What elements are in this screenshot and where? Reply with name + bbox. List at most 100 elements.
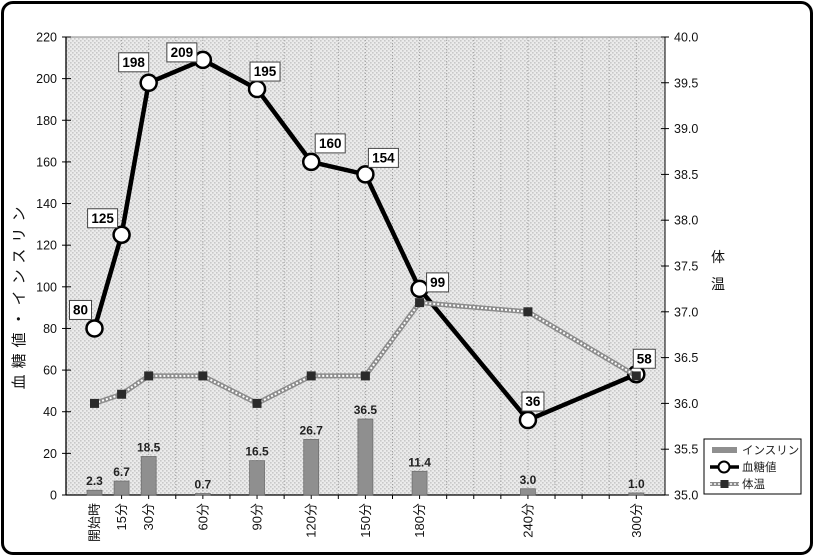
temperature-marker xyxy=(90,398,99,408)
temperature-line-hatch xyxy=(94,301,637,405)
y-axis-left-tick-label: 20 xyxy=(43,447,57,461)
y-axis-right-tick-label: 38.0 xyxy=(674,214,698,228)
bar-value-label: 18.5 xyxy=(137,440,161,454)
x-axis-category-label: 120分 xyxy=(304,503,319,538)
bar-value-label: 3.0 xyxy=(520,473,537,487)
glucose-label-text: 160 xyxy=(319,136,342,151)
glucose-line xyxy=(92,57,638,423)
bar-value-label: 2.3 xyxy=(86,474,103,488)
bar-insulin xyxy=(628,492,645,496)
temperature-marker xyxy=(144,371,154,381)
x-axis-category-label: 300分 xyxy=(629,503,644,538)
y-axis-right-tick-label: 39.5 xyxy=(674,76,698,90)
glucose-marker xyxy=(410,279,429,299)
y-axis-right-tick-label: 35.5 xyxy=(674,443,698,457)
x-axis-category-label: 15分 xyxy=(114,503,129,530)
temperature-marker xyxy=(360,371,370,381)
y-axis-left-tick-label: 140 xyxy=(36,197,57,211)
x-axis-category-label: 90分 xyxy=(250,503,265,530)
y-axis-right-tick-label: 39.0 xyxy=(674,122,698,136)
glucose-insulin-temperature-chart: 0 20 40 60 80 100 120 140 160 180 200 220 35.0 35.5 36… xyxy=(11,31,802,542)
x-axis-category-label: 開始時 xyxy=(87,503,102,542)
y-axis-right-tick-label: 38.5 xyxy=(674,168,698,182)
bar-insulin xyxy=(303,439,320,496)
bar-value-label: 36.5 xyxy=(354,403,378,417)
glucose-label-text: 80 xyxy=(73,302,88,317)
legend-swatch-insulin xyxy=(712,447,737,453)
glucose-label-box xyxy=(314,133,346,154)
bar-insulin xyxy=(411,470,428,496)
glucose-label-box xyxy=(166,42,198,63)
bar-insulin xyxy=(113,480,130,496)
y-axis-left-tick-label: 60 xyxy=(43,364,57,378)
glucose-marker xyxy=(247,79,267,99)
y-axis-left-tick-label: 0 xyxy=(50,489,57,503)
glucose-label-box xyxy=(521,391,545,412)
glucose-marker xyxy=(85,319,104,338)
legend-swatch-glucose-marker xyxy=(717,460,731,474)
y-axis-left-tick-label: 200 xyxy=(36,72,57,86)
legend-swatch-temp-marker xyxy=(720,480,729,488)
bar-insulin xyxy=(140,456,157,496)
bar-insulin xyxy=(520,488,536,496)
glucose-label-box xyxy=(118,52,150,73)
y-axis-right-tick-label: 37.0 xyxy=(674,305,698,319)
bar-value-label: 6.7 xyxy=(113,465,130,479)
bar-value-label: 1.0 xyxy=(628,477,645,491)
bar-value-label: 11.4 xyxy=(408,455,431,469)
y-axis-right-tick-label: 40.0 xyxy=(674,31,698,45)
y-axis-left-tick-label: 80 xyxy=(43,322,57,336)
y-axis-left-tick-label: 120 xyxy=(36,239,57,253)
x-axis-category-label: 150分 xyxy=(358,503,373,538)
bar-insulin xyxy=(86,489,103,496)
temperature-marker xyxy=(117,389,127,399)
glucose-marker xyxy=(356,165,375,184)
x-axis-category-label: 60分 xyxy=(195,503,210,530)
bar-value-label: 16.5 xyxy=(245,445,269,459)
y-axis-right-tick-label: 36.0 xyxy=(674,397,698,411)
temperature-marker xyxy=(198,371,208,381)
y-axis-right-tick-label: 37.5 xyxy=(674,260,698,274)
glucose-label-text: 195 xyxy=(254,64,277,79)
glucose-marker xyxy=(518,410,538,430)
glucose-label-text: 58 xyxy=(637,351,653,366)
x-axis-category-label: 240分 xyxy=(520,503,535,538)
y-axis-left-tick-label: 40 xyxy=(43,405,57,419)
bar-insulin xyxy=(194,493,211,496)
glucose-label-box xyxy=(632,348,656,369)
glucose-label-text: 209 xyxy=(171,45,194,60)
glucose-label-box xyxy=(249,61,281,82)
y-axis-left-tick-label: 220 xyxy=(36,31,57,45)
legend-entry-label: 血糖値 xyxy=(742,460,777,474)
glucose-marker xyxy=(112,225,131,245)
x-axis-category-label: 180分 xyxy=(412,503,427,538)
glucose-label-box xyxy=(426,272,450,293)
temperature-marker xyxy=(252,398,262,408)
x-axis-category-label: 30分 xyxy=(141,503,156,530)
glucose-marker xyxy=(301,152,321,172)
y-axis-right-tick-label: 36.5 xyxy=(674,351,698,365)
temperature-marker xyxy=(306,371,316,381)
y-axis-left-title: 血糖値・インスリン xyxy=(11,201,28,390)
glucose-label-text: 125 xyxy=(91,211,114,226)
bar-insulin xyxy=(249,460,265,496)
legend-entry-label: 体温 xyxy=(742,477,765,491)
y-axis-left-tick-label: 180 xyxy=(36,114,57,128)
temperature-marker xyxy=(523,307,533,317)
bar-insulin xyxy=(357,418,374,496)
glucose-label-text: 99 xyxy=(430,275,445,290)
glucose-label-box xyxy=(69,299,92,320)
y-axis-right-tick-label: 35.0 xyxy=(674,489,698,503)
glucose-label-text: 36 xyxy=(525,394,541,409)
glucose-label-text: 198 xyxy=(122,55,145,70)
glucose-label-box xyxy=(87,208,119,229)
glucose-label-box xyxy=(367,147,399,168)
glucose-marker xyxy=(139,73,158,93)
temperature-marker xyxy=(415,298,425,308)
glucose-label-text: 154 xyxy=(372,150,395,165)
y-axis-right-title: 体温 xyxy=(711,249,725,292)
legend-entry-label: インスリン xyxy=(742,445,799,457)
y-axis-left-tick-label: 100 xyxy=(36,280,57,294)
